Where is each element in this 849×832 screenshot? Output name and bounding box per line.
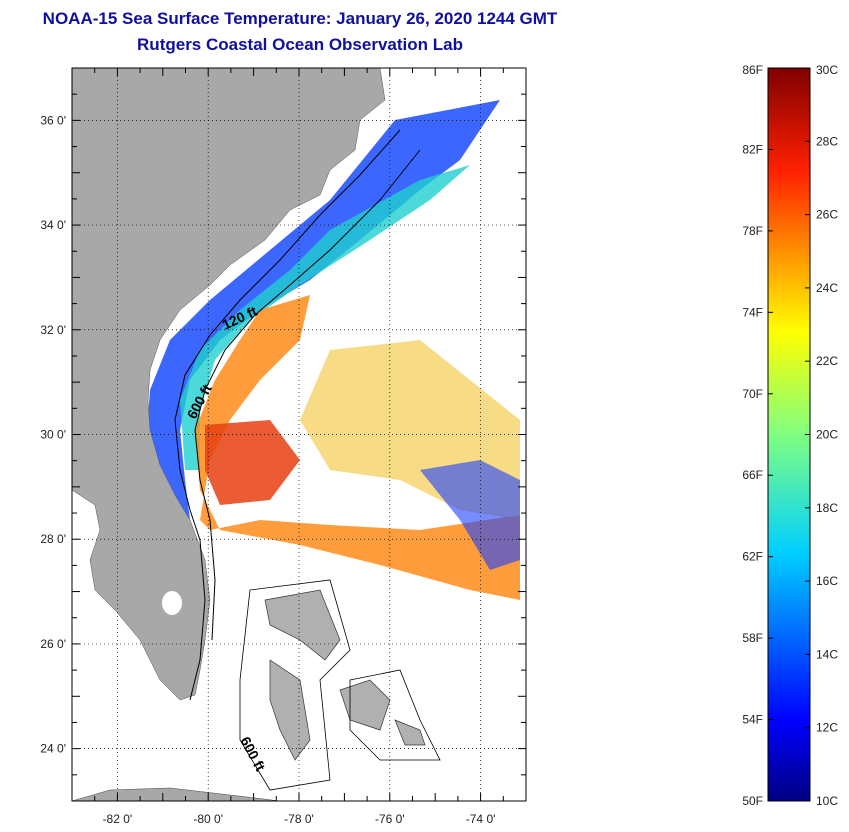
colorbar-fahrenheit-label: 74F: [742, 305, 763, 319]
cuba-edge: [72, 787, 281, 801]
colorbar-fahrenheit-label: 62F: [742, 550, 763, 564]
lon-tick-label: -78 0': [284, 812, 314, 826]
lat-tick-label: 30 0': [40, 428, 66, 442]
colorbar-fahrenheit-label: 54F: [742, 713, 763, 727]
colorbar-celsius-label: 10C: [816, 794, 838, 808]
colorbar-fahrenheit-label: 66F: [742, 468, 763, 482]
colorbar-celsius-label: 30C: [816, 63, 838, 77]
lon-tick-label: -76 0': [375, 812, 405, 826]
colorbar-ticks: 30C 28C 26C 24C 22C 20C 18C 16C 14C 12C 10C 86F 82F 7…: [742, 63, 838, 808]
map-content: 120 ft 600 ft 600 ft: [72, 68, 526, 801]
lat-tick-label: 32 0': [40, 323, 66, 337]
lon-tick-label: -74 0': [466, 812, 496, 826]
us-landmass: [72, 68, 386, 701]
colorbar-celsius-label: 18C: [816, 501, 838, 515]
lon-tick-label: -82 0': [103, 812, 133, 826]
map-ticks: [71, 67, 527, 802]
colorbar-fahrenheit-label: 70F: [742, 387, 763, 401]
contour-bahamas: [239, 579, 441, 791]
map-title: NOAA-15 Sea Surface Temperature: January…: [42, 9, 558, 28]
bahamas-islands: [264, 589, 426, 761]
colorbar-celsius-label: 14C: [816, 647, 838, 661]
colorbar-fahrenheit-label: 50F: [742, 794, 763, 808]
map-axis-labels: -82 0' -80 0' -78 0' -76 0' -74 0' 36 0' 34 0'…: [40, 113, 495, 826]
sst-coastal-cold-band: [145, 100, 500, 520]
colorbar-celsius-label: 24C: [816, 281, 838, 295]
lat-tick-label: 28 0': [40, 532, 66, 546]
lat-tick-label: 26 0': [40, 637, 66, 651]
colorbar-fahrenheit-label: 78F: [742, 224, 763, 238]
colorbar: [767, 67, 811, 802]
contour-120ft: [174, 129, 401, 701]
sst-coastal-cyan-band: [180, 165, 470, 470]
lat-tick-label: 24 0': [40, 742, 66, 756]
lon-tick-label: -80 0': [193, 812, 223, 826]
colorbar-celsius-label: 16C: [816, 574, 838, 588]
colorbar-celsius-label: 22C: [816, 354, 838, 368]
lake-okeechobee: [162, 591, 182, 615]
colorbar-fahrenheit-label: 86F: [742, 63, 763, 77]
lat-tick-label: 36 0': [40, 113, 66, 127]
contour-600ft: [194, 149, 421, 641]
sst-gulfstream-warm: [195, 295, 520, 600]
colorbar-fahrenheit-label: 58F: [742, 631, 763, 645]
sst-warm-core: [205, 420, 300, 505]
colorbar-celsius-label: 20C: [816, 428, 838, 442]
map-subtitle: Rutgers Coastal Ocean Observation Lab: [137, 35, 463, 54]
colorbar-celsius-label: 26C: [816, 208, 838, 222]
colorbar-celsius-label: 28C: [816, 134, 838, 148]
colorbar-celsius-label: 12C: [816, 721, 838, 735]
lat-tick-label: 34 0': [40, 218, 66, 232]
sst-offshore-cold-patches: [420, 460, 520, 570]
colorbar-fahrenheit-label: 82F: [742, 142, 763, 156]
